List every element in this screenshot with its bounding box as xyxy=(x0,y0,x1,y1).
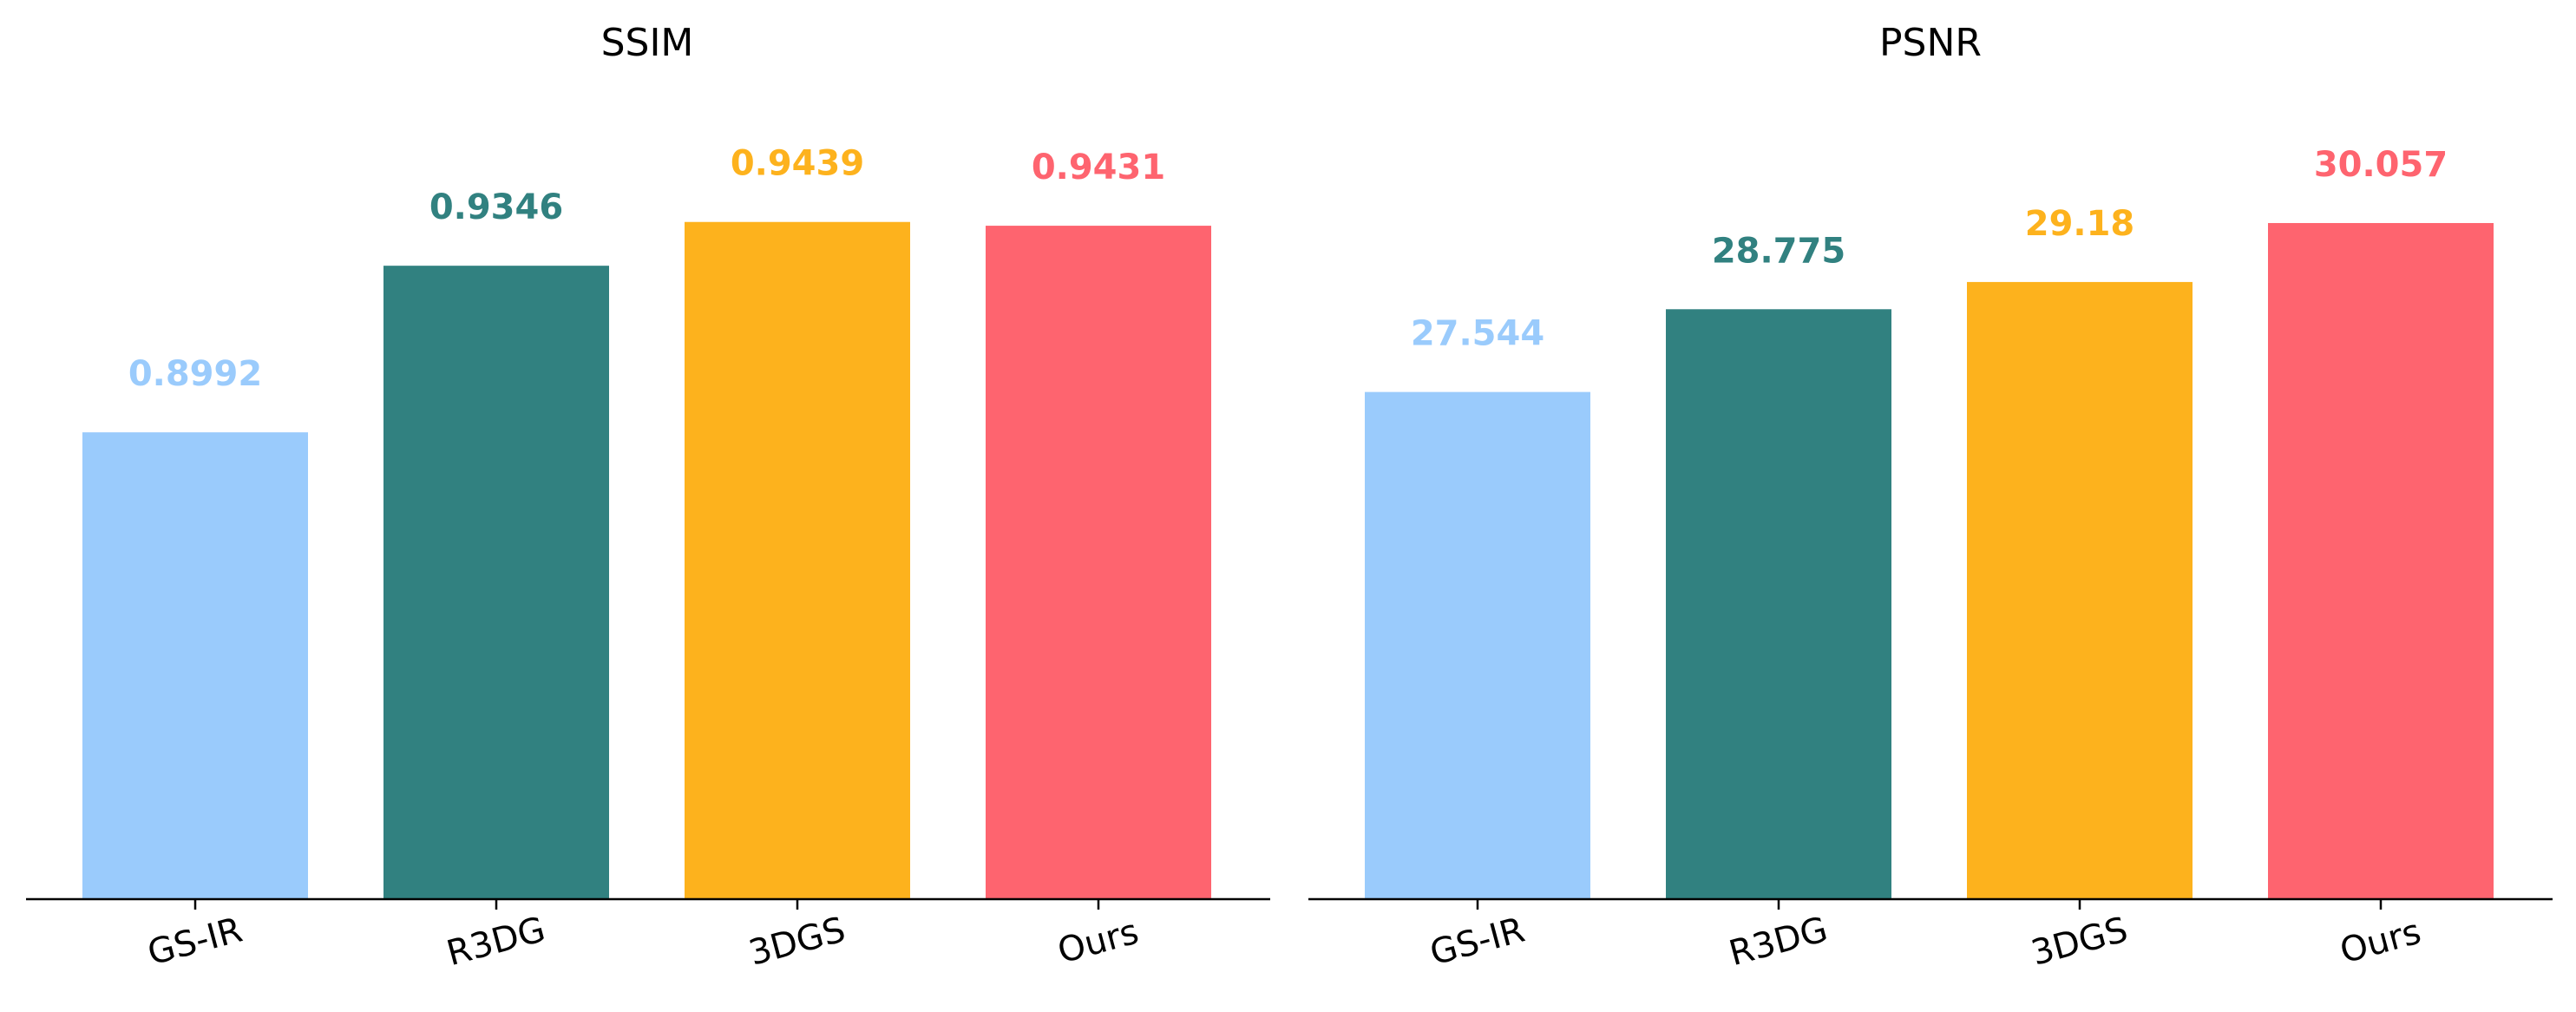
psnr-chart-title: PSNR xyxy=(1879,21,1982,65)
ssim-value-label-ours: 0.9431 xyxy=(1032,148,1165,187)
psnr-bar-r3dg xyxy=(1666,309,1891,899)
ssim-bar-gs-ir xyxy=(82,432,308,899)
ssim-chart-title: SSIM xyxy=(601,21,694,65)
ssim-bars xyxy=(82,221,1211,900)
ssim-value-label-3dgs: 0.9439 xyxy=(731,144,864,184)
psnr-value-label-r3dg: 28.775 xyxy=(1712,231,1845,271)
ssim-x-ticks xyxy=(193,899,1100,910)
psnr-value-label-3dgs: 29.18 xyxy=(2025,204,2135,244)
ssim-bar-3dgs xyxy=(685,221,910,900)
psnr-value-label-gs-ir: 27.544 xyxy=(1411,314,1544,354)
psnr-bar-ours xyxy=(2268,222,2494,900)
ssim-bar-ours xyxy=(986,226,1211,900)
ssim-bar-r3dg xyxy=(383,266,609,899)
psnr-x-ticks xyxy=(1476,899,2383,910)
psnr-value-labels: 27.544 28.775 29.18 30.057 xyxy=(1411,145,2448,354)
ssim-value-labels: 0.8992 0.9346 0.9439 0.9431 xyxy=(128,144,1165,394)
psnr-bars xyxy=(1365,222,2494,900)
ssim-value-label-r3dg: 0.9346 xyxy=(429,187,563,227)
psnr-value-label-ours: 30.057 xyxy=(2314,145,2448,185)
ssim-value-label-gs-ir: 0.8992 xyxy=(128,354,262,394)
psnr-bar-3dgs xyxy=(1967,281,2193,899)
psnr-bar-gs-ir xyxy=(1365,391,1590,899)
